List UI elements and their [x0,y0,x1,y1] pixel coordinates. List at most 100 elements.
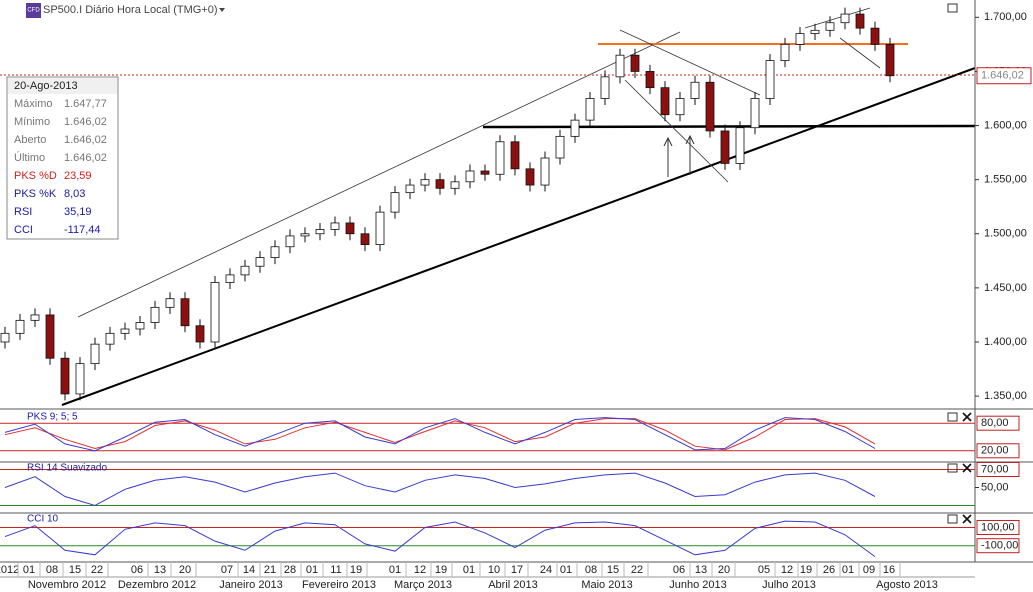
y-tick-label: 80,00 [981,417,1009,429]
candle-body [15,319,25,334]
candle-body [345,222,355,235]
x-day-label: 16 [883,564,895,576]
candle-body [375,211,385,245]
candle-body [255,257,265,267]
last-price-box [976,67,1032,85]
candle-body [390,192,400,213]
x-month-label: Fevereiro 2013 [302,579,376,591]
y-tick-label: 100,00 [981,521,1015,533]
x-day-label: 13 [695,564,707,576]
candle-body [855,13,865,29]
candle-body [570,119,580,137]
info-label: Último [14,151,45,164]
x-day-label: 10 [488,564,500,576]
candle-body [435,179,445,189]
x-day-label: 14 [243,564,255,576]
candle-body [420,179,430,186]
x-day-label: 19 [350,564,362,576]
candle-body [60,357,70,395]
channel-line [77,31,681,318]
x-day-label: 20 [179,564,191,576]
y-tick-box [976,415,1020,431]
candle-body [675,98,685,116]
y-tick-box [976,538,1020,554]
candle-body [600,76,610,99]
y-tick-label: 1.500,00 [984,228,1027,240]
candle-body [765,60,775,99]
candle-body [90,343,100,365]
candle-body [630,54,640,72]
info-label: Mínimo [14,116,50,128]
info-label: CCI [14,224,33,236]
wedge-line [624,79,729,183]
x-day-label: 21 [264,564,276,576]
close-button[interactable] [962,412,972,422]
maximize-button[interactable] [947,514,958,524]
candle-body [315,229,325,235]
wedge-line [839,37,881,69]
indicator-title: CCI 10 [27,514,59,525]
candle-body [330,222,340,230]
trend-line [61,67,976,406]
x-month-label: Janeiro 2013 [219,579,283,591]
symbol-icon[interactable] [26,3,41,18]
candle-body [735,127,745,164]
close-button[interactable] [962,463,972,473]
x-day-label: 05 [758,564,770,576]
x-day-label: 19 [800,564,812,576]
info-header [8,78,117,94]
y-tick-label: 20,00 [981,445,1009,457]
info-value: 1.647,77 [64,98,107,110]
dropdown-arrow[interactable] [219,8,225,12]
x-day-label: 01 [463,564,475,576]
candle-body [810,29,820,34]
candle-body [165,298,175,308]
x-day-label: 12 [414,564,426,576]
close-button[interactable] [962,514,972,524]
candle-body [300,233,310,237]
x-day-label: 01 [389,564,401,576]
candle-body [285,235,295,248]
indicator-line [4,417,876,452]
candle-body [720,130,730,164]
x-month-label: Abril 2013 [488,579,538,591]
candle-body [660,87,670,116]
candle-body [180,298,190,327]
candles [0,7,895,401]
candle-body [135,322,145,330]
x-day-label: 11 [330,564,341,576]
maximize-button[interactable] [947,463,958,473]
maximize-button[interactable] [947,412,958,422]
support-line [482,124,976,129]
chart-title[interactable]: SP500.I Diário Hora Local (TMG+0) [43,4,218,16]
indicator-line [4,520,876,558]
x-day-label: 15 [607,564,619,576]
candle-body [105,332,115,345]
candle-body [585,98,595,121]
candle-body [555,135,565,159]
x-day-label: 28 [284,564,296,576]
y-tick-label: 1.550,00 [984,174,1027,186]
candle-body [0,332,10,343]
y-tick-label: 1.600,00 [984,119,1027,131]
candle-body [780,43,790,62]
info-label: RSI [14,206,32,218]
candle-body [240,265,250,276]
x-day-label: 20 [718,564,730,576]
y-tick-label: 1.700,00 [984,11,1027,23]
candle-body [120,328,130,334]
indicator-line [4,418,876,451]
candle-body [210,282,220,343]
candle-body [840,13,850,24]
indicator-title: PKS 9; 5; 5 [27,412,78,423]
candle-body [795,33,805,45]
y-tick-label: -100,00 [981,540,1018,552]
arrow [663,136,673,177]
x-day-label: 01 [23,564,35,576]
candle-body [450,181,460,189]
x-month-label: Novembro 2012 [28,579,106,591]
maximize-button[interactable] [947,3,958,13]
candle-body [30,314,40,321]
candle-body [750,98,760,129]
